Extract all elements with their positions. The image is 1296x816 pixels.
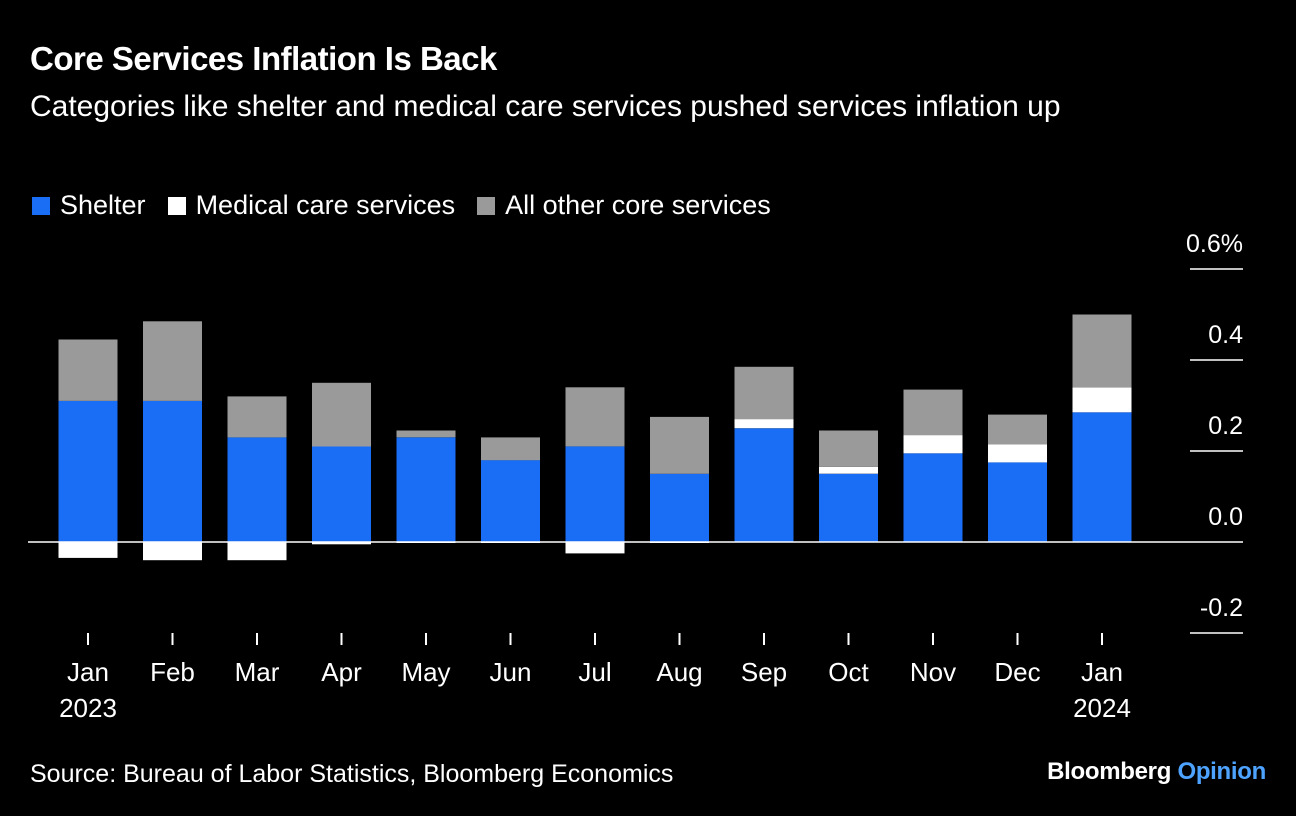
bar-all-other-core-services-12: [1072, 314, 1132, 388]
x-tick-label-7: Aug: [656, 657, 702, 687]
legend-item-other-core: All other core services: [477, 190, 771, 221]
source-note: Source: Bureau of Labor Statistics, Bloo…: [30, 760, 674, 788]
legend-item-medical-care: Medical care services: [167, 190, 456, 221]
bar-shelter-6: [565, 446, 625, 542]
x-tick-label-9: Oct: [828, 657, 869, 687]
bar-all-other-core-services-1: [143, 321, 202, 401]
bar-medical-care-services-1: [143, 542, 202, 561]
bar-all-other-core-services-6: [565, 387, 625, 447]
chart-legend: Shelter Medical care services All other …: [32, 190, 793, 221]
bar-all-other-core-services-8: [734, 366, 794, 420]
bar-medical-care-services-12: [1072, 387, 1132, 413]
legend-swatch-other-core: [477, 196, 496, 215]
bar-shelter-3: [312, 446, 371, 542]
bar-shelter-7: [650, 473, 709, 543]
bar-medical-care-services-10: [903, 435, 963, 454]
bar-all-other-core-services-7: [650, 416, 709, 474]
bar-shelter-4: [396, 437, 456, 542]
x-tick-label-10: Nov: [910, 657, 956, 687]
bar-shelter-8: [734, 428, 794, 543]
bar-medical-care-services-8: [734, 419, 794, 429]
brand-main: Bloomberg: [1047, 758, 1172, 785]
legend-label-medical-care: Medical care services: [195, 190, 456, 220]
bar-medical-care-services-3: [312, 542, 371, 545]
y-tick-label-3: 0.0: [1208, 503, 1243, 531]
bar-shelter-5: [481, 460, 540, 542]
x-tick-label-0: Jan: [67, 657, 109, 687]
y-tick-label-0: 0.6%: [1186, 230, 1243, 258]
bar-all-other-core-services-4: [396, 430, 456, 438]
bar-all-other-core-services-2: [227, 396, 287, 438]
bar-all-other-core-services-9: [819, 430, 878, 467]
x-tick-label-12: Jan: [1081, 657, 1123, 687]
bar-shelter-2: [227, 437, 287, 542]
bar-all-other-core-services-11: [988, 414, 1047, 445]
y-tick-label-2: 0.2: [1208, 412, 1243, 440]
x-tick-label-8: Sep: [741, 657, 787, 687]
bar-medical-care-services-2: [227, 542, 287, 561]
bar-shelter-12: [1072, 412, 1132, 542]
chart-subtitle: Categories like shelter and medical care…: [30, 90, 1061, 123]
x-tick-label-1: Feb: [150, 657, 195, 687]
bar-shelter-1: [143, 400, 202, 542]
x-year-label-0: 2023: [59, 693, 117, 723]
bar-medical-care-services-9: [819, 466, 878, 474]
x-tick-label-11: Dec: [994, 657, 1040, 687]
legend-swatch-shelter: [32, 196, 50, 215]
brand-logo: Bloomberg Opinion: [1047, 758, 1266, 786]
bar-all-other-core-services-10: [903, 389, 963, 436]
x-tick-label-4: May: [401, 657, 450, 687]
y-tick-label-1: 0.4: [1208, 321, 1243, 349]
bar-all-other-core-services-3: [312, 382, 371, 447]
x-tick-label-5: Jun: [490, 657, 532, 687]
bar-shelter-0: [58, 400, 118, 542]
chart-title: Core Services Inflation Is Back: [30, 40, 497, 77]
x-year-label-12: 2024: [1073, 693, 1131, 723]
bar-medical-care-services-6: [565, 542, 625, 554]
bar-medical-care-services-0: [58, 542, 118, 558]
x-tick-label-3: Apr: [321, 657, 362, 687]
legend-swatch-medical-care: [167, 196, 186, 215]
bar-shelter-9: [819, 473, 878, 543]
bar-shelter-10: [903, 453, 963, 542]
bar-all-other-core-services-0: [58, 339, 118, 401]
bar-shelter-11: [988, 462, 1047, 542]
x-tick-label-2: Mar: [235, 657, 280, 687]
legend-item-shelter: Shelter: [32, 190, 146, 221]
bar-medical-care-services-11: [988, 444, 1047, 463]
legend-label-shelter: Shelter: [60, 190, 146, 220]
legend-label-other-core: All other core services: [505, 190, 771, 220]
bar-all-other-core-services-5: [481, 437, 540, 461]
x-tick-label-6: Jul: [578, 657, 611, 687]
brand-accent: Opinion: [1177, 758, 1266, 785]
y-tick-label-4: -0.2: [1200, 594, 1243, 622]
